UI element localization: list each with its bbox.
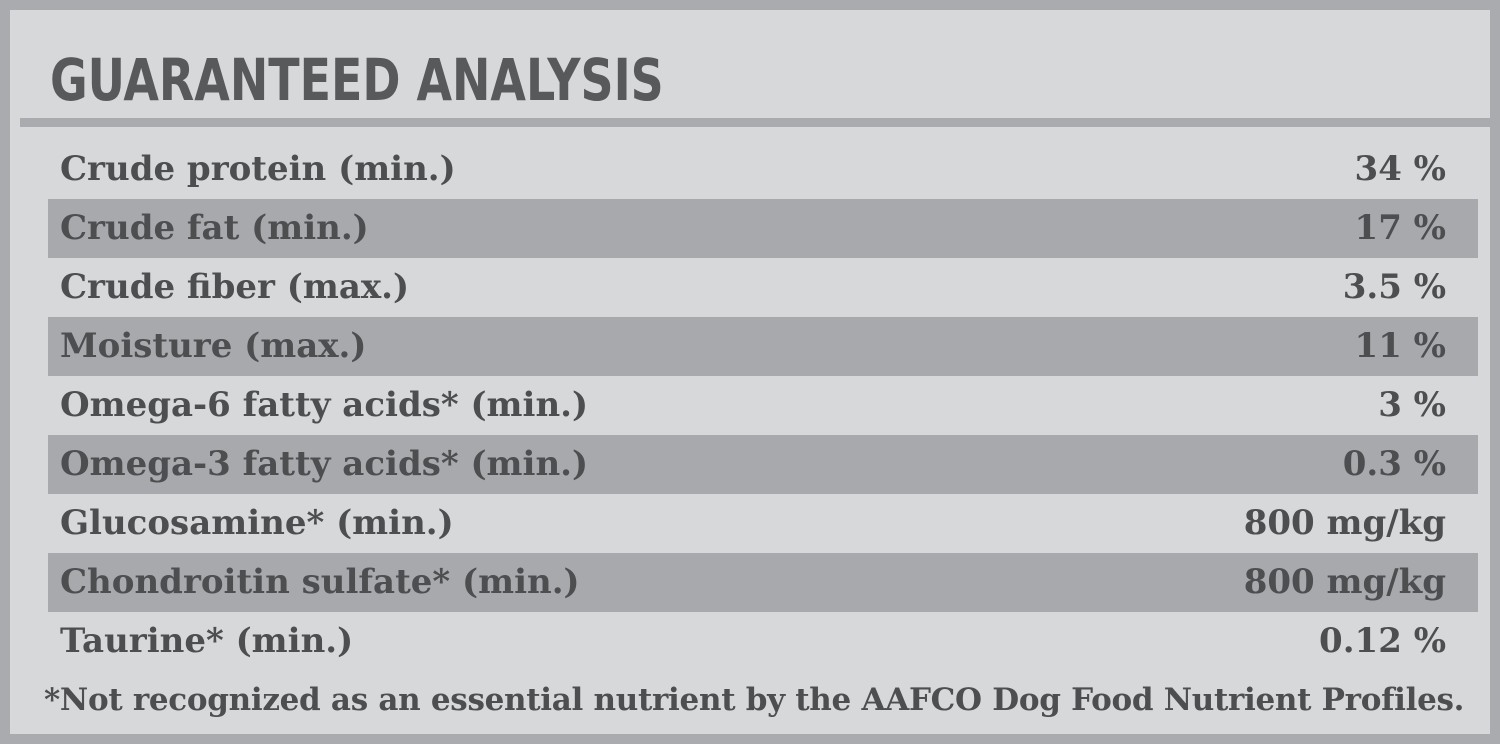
nutrient-label: Omega-6 fatty acids* (min.) bbox=[60, 385, 589, 425]
table-row: Crude fat (min.) 17 % bbox=[48, 199, 1478, 258]
nutrient-value: 34 % bbox=[1354, 149, 1446, 189]
table-row: Omega-3 fatty acids* (min.) 0.3 % bbox=[48, 435, 1478, 494]
nutrient-value: 800 mg/kg bbox=[1243, 503, 1446, 543]
title-divider bbox=[20, 118, 1500, 127]
nutrient-label: Crude protein (min.) bbox=[60, 149, 456, 189]
table-row: Crude protein (min.) 34 % bbox=[48, 140, 1478, 199]
nutrient-label: Crude fiber (max.) bbox=[60, 267, 410, 307]
table-row: Moisture (max.) 11 % bbox=[48, 317, 1478, 376]
nutrient-label: Moisture (max.) bbox=[60, 326, 367, 366]
table-row: Crude fiber (max.) 3.5 % bbox=[48, 258, 1478, 317]
panel-title: GUARANTEED ANALYSIS bbox=[50, 46, 664, 114]
nutrient-label: Taurine* (min.) bbox=[60, 621, 354, 661]
nutrient-label: Glucosamine* (min.) bbox=[60, 503, 454, 543]
nutrient-label: Crude fat (min.) bbox=[60, 208, 369, 248]
table-row: Omega-6 fatty acids* (min.) 3 % bbox=[48, 376, 1478, 435]
table-row: Glucosamine* (min.) 800 mg/kg bbox=[48, 494, 1478, 553]
nutrient-value: 17 % bbox=[1354, 208, 1446, 248]
analysis-table: Crude protein (min.) 34 % Crude fat (min… bbox=[48, 140, 1478, 671]
nutrient-value: 3.5 % bbox=[1342, 267, 1446, 307]
table-row: Chondroitin sulfate* (min.) 800 mg/kg bbox=[48, 553, 1478, 612]
nutrient-value: 0.12 % bbox=[1319, 621, 1446, 661]
nutrient-value: 3 % bbox=[1378, 385, 1446, 425]
nutrient-value: 800 mg/kg bbox=[1243, 562, 1446, 602]
table-row: Taurine* (min.) 0.12 % bbox=[48, 612, 1478, 671]
nutrient-label: Omega-3 fatty acids* (min.) bbox=[60, 444, 589, 484]
nutrient-value: 11 % bbox=[1354, 326, 1446, 366]
nutrient-value: 0.3 % bbox=[1342, 444, 1446, 484]
footnote: *Not recognized as an essential nutrient… bbox=[44, 682, 1465, 718]
nutrient-label: Chondroitin sulfate* (min.) bbox=[60, 562, 580, 602]
